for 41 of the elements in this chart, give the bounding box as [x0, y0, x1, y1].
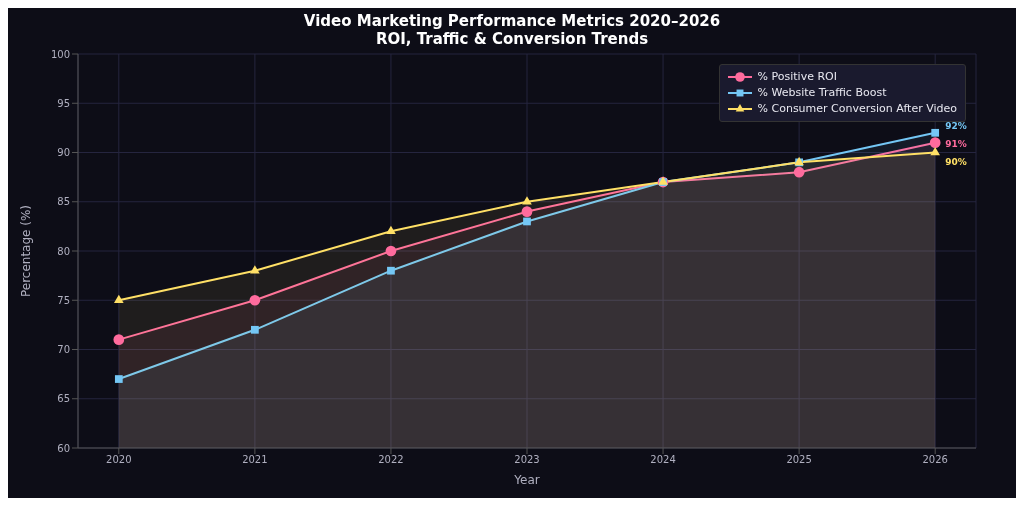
- legend-label: % Consumer Conversion After Video: [757, 101, 957, 117]
- y-tick-label: 95: [57, 97, 70, 109]
- point: [521, 206, 533, 217]
- point: [929, 137, 941, 148]
- point: [386, 225, 396, 235]
- x-axis-title: Year: [513, 473, 540, 487]
- chart-subtitle: ROI, Traffic & Conversion Trends: [374, 30, 650, 48]
- x-tick-label: 2023: [514, 454, 540, 466]
- point: [931, 128, 940, 137]
- point: [113, 334, 125, 345]
- y-tick-label: 80: [57, 245, 70, 257]
- point: [522, 196, 532, 205]
- point: [385, 245, 397, 257]
- y-tick-label: 85: [57, 196, 70, 208]
- data-label: 92%: [945, 120, 967, 131]
- y-tick-label: 75: [57, 294, 70, 306]
- y-tick-label: 65: [57, 393, 70, 405]
- x-tick-label: 2025: [786, 454, 812, 466]
- y-axis-title: Percentage (%): [19, 204, 34, 298]
- x-tick-label: 2022: [378, 454, 404, 466]
- point: [114, 375, 123, 383]
- point: [930, 146, 940, 156]
- x-tick-label: 2024: [650, 454, 676, 466]
- point: [114, 294, 124, 304]
- y-tick-label: 100: [50, 48, 70, 60]
- y-tick-label: 70: [57, 344, 70, 356]
- point: [251, 325, 259, 334]
- x-tick-label: 2026: [922, 454, 948, 466]
- point: [387, 266, 395, 275]
- legend-label: % Website Traffic Boost: [757, 85, 887, 101]
- data-label: 91%: [945, 138, 967, 149]
- chart-title: Video Marketing Performance Metrics 2020–2026: [302, 12, 722, 30]
- y-tick-label: 60: [57, 442, 70, 454]
- x-tick-label: 2020: [106, 454, 132, 466]
- data-label: 90%: [945, 156, 967, 167]
- x-tick-label: 2021: [242, 454, 268, 466]
- y-tick-label: 90: [57, 147, 70, 159]
- point: [793, 166, 805, 178]
- legend-label: % Positive ROI: [757, 69, 837, 85]
- point: [249, 294, 261, 306]
- point: [523, 217, 531, 226]
